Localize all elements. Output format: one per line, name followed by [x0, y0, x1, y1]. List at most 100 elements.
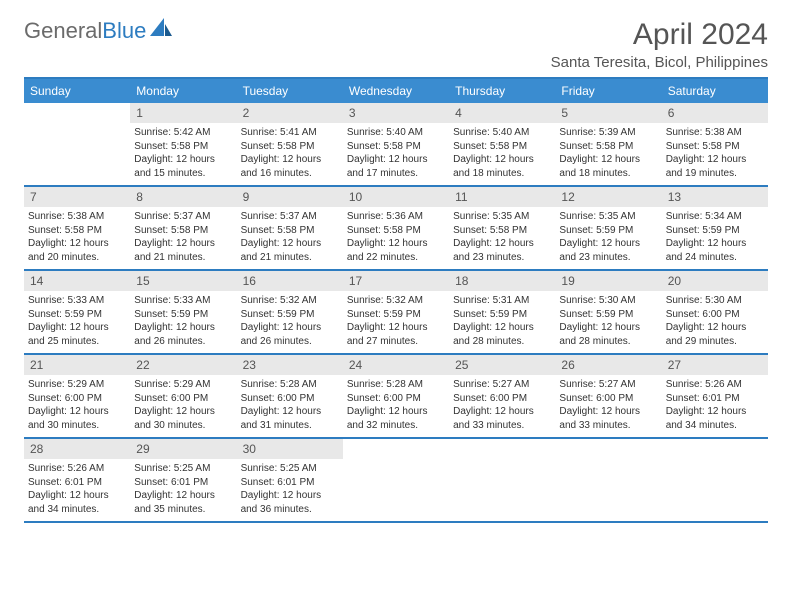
calendar-cell: 22Sunrise: 5:29 AMSunset: 6:00 PMDayligh… [130, 355, 236, 437]
daylight-text: Daylight: 12 hours [347, 153, 445, 167]
calendar-cell: 11Sunrise: 5:35 AMSunset: 5:58 PMDayligh… [449, 187, 555, 269]
sunset-text: Sunset: 5:58 PM [241, 140, 339, 154]
calendar-cell: 29Sunrise: 5:25 AMSunset: 6:01 PMDayligh… [130, 439, 236, 521]
day-number: 4 [449, 103, 555, 123]
day-number: 8 [130, 187, 236, 207]
calendar-cell: 16Sunrise: 5:32 AMSunset: 5:59 PMDayligh… [237, 271, 343, 353]
daylight-text: Daylight: 12 hours [666, 153, 764, 167]
daylight-text: and 30 minutes. [28, 419, 126, 433]
sunrise-text: Sunrise: 5:28 AM [241, 378, 339, 392]
sunset-text: Sunset: 5:59 PM [28, 308, 126, 322]
calendar-cell: . [449, 439, 555, 521]
calendar-cell: 25Sunrise: 5:27 AMSunset: 6:00 PMDayligh… [449, 355, 555, 437]
sunrise-text: Sunrise: 5:32 AM [241, 294, 339, 308]
day-number: 30 [237, 439, 343, 459]
sail-icon [150, 18, 172, 44]
sunrise-text: Sunrise: 5:37 AM [241, 210, 339, 224]
daylight-text: Daylight: 12 hours [347, 321, 445, 335]
daylight-text: and 24 minutes. [666, 251, 764, 265]
daylight-text: Daylight: 12 hours [666, 321, 764, 335]
calendar-cell: 3Sunrise: 5:40 AMSunset: 5:58 PMDaylight… [343, 103, 449, 185]
daylight-text: Daylight: 12 hours [453, 153, 551, 167]
sunset-text: Sunset: 5:58 PM [347, 224, 445, 238]
logo: GeneralBlue [24, 18, 172, 44]
daylight-text: Daylight: 12 hours [559, 321, 657, 335]
daylight-text: and 33 minutes. [453, 419, 551, 433]
day-number: 20 [662, 271, 768, 291]
day-number: 28 [24, 439, 130, 459]
day-number: 24 [343, 355, 449, 375]
day-number: 7 [24, 187, 130, 207]
daylight-text: and 33 minutes. [559, 419, 657, 433]
sunrise-text: Sunrise: 5:32 AM [347, 294, 445, 308]
sunrise-text: Sunrise: 5:29 AM [134, 378, 232, 392]
location-label: Santa Teresita, Bicol, Philippines [551, 54, 768, 71]
sunrise-text: Sunrise: 5:30 AM [666, 294, 764, 308]
day-number: 9 [237, 187, 343, 207]
calendar-cell: 19Sunrise: 5:30 AMSunset: 5:59 PMDayligh… [555, 271, 661, 353]
sunrise-text: Sunrise: 5:27 AM [453, 378, 551, 392]
day-header: Saturday [662, 79, 768, 103]
sunrise-text: Sunrise: 5:35 AM [559, 210, 657, 224]
sunset-text: Sunset: 5:59 PM [347, 308, 445, 322]
calendar-cell: 10Sunrise: 5:36 AMSunset: 5:58 PMDayligh… [343, 187, 449, 269]
calendar-cell: 4Sunrise: 5:40 AMSunset: 5:58 PMDaylight… [449, 103, 555, 185]
sunrise-text: Sunrise: 5:33 AM [28, 294, 126, 308]
sunset-text: Sunset: 6:00 PM [666, 308, 764, 322]
sunset-text: Sunset: 5:59 PM [666, 224, 764, 238]
sunrise-text: Sunrise: 5:37 AM [134, 210, 232, 224]
month-title: April 2024 [551, 18, 768, 52]
day-header: Tuesday [237, 79, 343, 103]
calendar-cell: 23Sunrise: 5:28 AMSunset: 6:00 PMDayligh… [237, 355, 343, 437]
day-number: 6 [662, 103, 768, 123]
day-header: Monday [130, 79, 236, 103]
daylight-text: and 22 minutes. [347, 251, 445, 265]
calendar-cell: . [343, 439, 449, 521]
daylight-text: and 25 minutes. [28, 335, 126, 349]
sunrise-text: Sunrise: 5:28 AM [347, 378, 445, 392]
calendar-cell: 8Sunrise: 5:37 AMSunset: 5:58 PMDaylight… [130, 187, 236, 269]
sunset-text: Sunset: 5:58 PM [666, 140, 764, 154]
day-number: 15 [130, 271, 236, 291]
day-number: 18 [449, 271, 555, 291]
day-number: 1 [130, 103, 236, 123]
daylight-text: Daylight: 12 hours [559, 153, 657, 167]
page-header: GeneralBlue April 2024 Santa Teresita, B… [24, 18, 768, 71]
sunset-text: Sunset: 5:58 PM [134, 224, 232, 238]
daylight-text: and 32 minutes. [347, 419, 445, 433]
sunset-text: Sunset: 5:58 PM [28, 224, 126, 238]
week-row: .1Sunrise: 5:42 AMSunset: 5:58 PMDayligh… [24, 103, 768, 187]
daylight-text: and 28 minutes. [559, 335, 657, 349]
sunrise-text: Sunrise: 5:26 AM [28, 462, 126, 476]
daylight-text: and 16 minutes. [241, 167, 339, 181]
day-number: 11 [449, 187, 555, 207]
calendar-cell: 27Sunrise: 5:26 AMSunset: 6:01 PMDayligh… [662, 355, 768, 437]
day-number: 14 [24, 271, 130, 291]
daylight-text: Daylight: 12 hours [134, 153, 232, 167]
header-right: April 2024 Santa Teresita, Bicol, Philip… [551, 18, 768, 71]
sunrise-text: Sunrise: 5:35 AM [453, 210, 551, 224]
sunrise-text: Sunrise: 5:34 AM [666, 210, 764, 224]
calendar-cell: 9Sunrise: 5:37 AMSunset: 5:58 PMDaylight… [237, 187, 343, 269]
sunset-text: Sunset: 6:01 PM [241, 476, 339, 490]
daylight-text: and 35 minutes. [134, 503, 232, 517]
calendar-cell: 7Sunrise: 5:38 AMSunset: 5:58 PMDaylight… [24, 187, 130, 269]
calendar-cell: 28Sunrise: 5:26 AMSunset: 6:01 PMDayligh… [24, 439, 130, 521]
sunset-text: Sunset: 5:58 PM [453, 140, 551, 154]
calendar-cell: 1Sunrise: 5:42 AMSunset: 5:58 PMDaylight… [130, 103, 236, 185]
daylight-text: Daylight: 12 hours [28, 321, 126, 335]
daylight-text: Daylight: 12 hours [28, 405, 126, 419]
sunrise-text: Sunrise: 5:36 AM [347, 210, 445, 224]
day-number: 2 [237, 103, 343, 123]
calendar-cell: 20 Sunrise: 5:30 AMSunset: 6:00 PMDayligh… [662, 271, 768, 353]
sunset-text: Sunset: 6:00 PM [134, 392, 232, 406]
sunset-text: Sunset: 6:00 PM [453, 392, 551, 406]
daylight-text: and 18 minutes. [453, 167, 551, 181]
daylight-text: and 23 minutes. [453, 251, 551, 265]
daylight-text: Daylight: 12 hours [453, 237, 551, 251]
calendar-cell: 14 Sunrise: 5:33 AMSunset: 5:59 PMDayligh… [24, 271, 130, 353]
calendar-cell: 21Sunrise: 5:29 AMSunset: 6:00 PMDayligh… [24, 355, 130, 437]
sunrise-text: Sunrise: 5:39 AM [559, 126, 657, 140]
day-number: 19 [555, 271, 661, 291]
week-row: 21Sunrise: 5:29 AMSunset: 6:00 PMDayligh… [24, 355, 768, 439]
